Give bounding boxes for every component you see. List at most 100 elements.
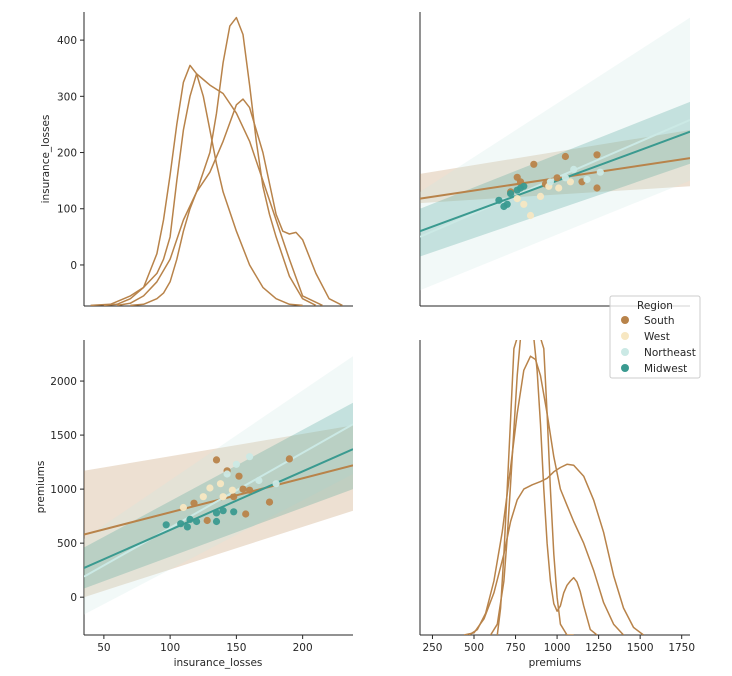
x-tick-label: 250 [422,642,442,654]
panel-bottom-left: insurance_losses premiums [35,340,353,669]
scatter-point-midwest [507,190,515,198]
y-tick-label: 400 [57,35,77,47]
scatter-point-northeast [232,460,240,468]
scatter-point-northeast [570,165,578,173]
kde-curve-curve-b [468,355,625,635]
y-tick-label: 300 [57,91,77,103]
legend-marker-midwest [621,364,629,372]
y-tick-label: 1000 [50,484,77,496]
y-tick-label: 0 [70,260,77,272]
scatter-point-west [555,184,563,192]
scatter-point-south [561,152,570,161]
scatter-point-west [513,195,521,203]
scatter-point-midwest [495,196,503,204]
panel-bottom-right: premiums [419,340,690,669]
scatter-point-northeast [583,175,591,184]
scatter-point-midwest [177,520,185,528]
regression-line-northeast [84,423,353,578]
x-tick-label: 500 [464,642,484,654]
scatter-point-south [265,498,274,506]
y-tick-label: 200 [57,148,77,160]
legend-label-west: West [644,331,670,343]
legend-marker-northeast [621,348,629,356]
y-tick-label: 500 [57,538,77,550]
scatter-point-west [206,484,214,492]
y-axis-label: insurance_losses [40,115,52,204]
scatter-point-south [242,510,250,518]
scatter-point-south [530,160,538,168]
scatter-point-northeast [246,453,254,461]
kde-curve-curve-c [489,340,598,635]
scatter-point-midwest [212,509,221,517]
scatter-point-midwest [500,202,508,211]
scatter-point-midwest [193,517,201,526]
scatter-point-west [199,493,207,501]
scatter-point-northeast [255,476,263,485]
scatter-point-south [230,493,238,501]
scatter-point-south [190,499,198,507]
legend-label-northeast: Northeast [644,347,696,359]
scatter-point-south [203,516,211,525]
scatter-point-south [593,151,601,159]
scatter-point-northeast [223,470,231,478]
panel-top-left: insurance_losses [40,12,353,307]
scatter-point-midwest [183,523,191,531]
x-tick-label: 50 [97,642,110,654]
kde-curve-curve-b [103,64,303,306]
y-tick-label: 1500 [50,430,77,442]
scatter-point-west [526,211,535,220]
scatter-point-west [179,503,187,512]
legend-marker-south [621,316,629,324]
y-axis-label: premiums [35,461,47,514]
legend-title: Region [637,300,673,312]
scatter-point-west [566,178,575,186]
x-tick-label: 1000 [544,642,571,654]
x-tick-label: 1500 [627,642,654,654]
legend: Region South West Northeast Midwest [609,295,701,379]
legend-label-south: South [644,315,675,327]
legend-frame [609,295,701,379]
scatter-point-midwest [513,186,521,194]
x-tick-label: 150 [226,642,246,654]
confidence-band-midwest [84,402,353,589]
x-tick-label: 750 [506,642,526,654]
x-tick-label: 1250 [585,642,612,654]
x-tick-label: 1750 [668,642,695,654]
scatter-point-south [246,486,254,494]
regression-line-midwest [84,448,353,569]
scatter-point-midwest [520,182,528,190]
x-tick-label: 100 [160,642,180,654]
scatter-point-west [520,200,528,208]
scatter-point-south [235,472,243,480]
legend-label-midwest: Midwest [644,363,687,375]
y-tick-label: 2000 [50,376,77,388]
kde-curve-curve-c [116,16,317,306]
scatter-point-west [228,486,236,494]
confidence-band-northeast [420,17,690,291]
x-tick-label: 200 [293,642,313,654]
scatter-point-midwest [186,515,194,524]
y-tick-label: 0 [70,592,77,604]
scatter-point-west [536,192,545,200]
kde-curve-curve-d [130,98,343,306]
scatter-point-northeast [596,168,604,176]
scatter-point-south [212,456,221,464]
scatter-point-northeast [546,178,555,186]
scatter-point-west [216,480,225,488]
scatter-point-northeast [272,480,280,488]
scatter-point-south [593,184,601,192]
scatter-point-west [219,493,227,501]
scatter-point-northeast [561,174,570,182]
scatter-point-midwest [212,517,221,526]
scatter-point-midwest [230,508,238,516]
kde-curve-curve-d [496,340,574,635]
scatter-point-midwest [162,521,170,529]
x-axis-label: insurance_losses [174,657,263,669]
scatter-point-south [553,174,561,182]
scatter-point-midwest [219,507,227,515]
legend-marker-west [621,332,629,340]
scatter-point-south [513,173,521,181]
y-tick-label: 100 [57,204,77,216]
scatter-point-south [285,455,293,463]
